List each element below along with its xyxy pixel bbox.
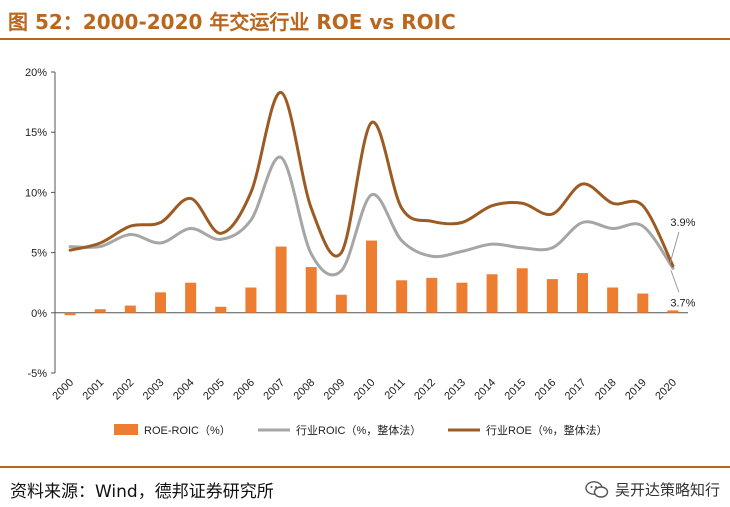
- y-tick-label: 15%: [25, 127, 47, 139]
- x-tick-label: 2013: [442, 377, 468, 403]
- line-industry-roic: [68, 155, 675, 277]
- x-tick-label: 2015: [503, 377, 529, 403]
- bar-roe-roic: [335, 294, 347, 313]
- line-industry-roe: [68, 90, 675, 268]
- x-tick-label: 2018: [593, 377, 619, 403]
- source-note: 资料来源：Wind，德邦证券研究所: [10, 482, 274, 502]
- bar-roe-roic: [305, 267, 317, 313]
- y-tick-label: -5%: [27, 368, 47, 380]
- bar-roe-roic: [516, 268, 528, 313]
- bar-roe-roic: [396, 280, 408, 313]
- legend-layer: ROE-ROIC（%） 行业ROIC（%，整体法） 行业ROE（%，整体法）: [114, 423, 608, 437]
- legend-label-roe-roic: ROE-ROIC（%）: [144, 424, 231, 437]
- bar-roe-roic: [215, 306, 227, 313]
- x-tick-label: 2017: [563, 377, 589, 403]
- title-divider: [0, 38, 730, 40]
- y-tick-label: 5%: [31, 248, 47, 260]
- bar-roe-roic: [577, 273, 588, 313]
- footer-divider: [0, 466, 730, 468]
- bar-roe-roic: [94, 309, 106, 313]
- bar-roe-roic: [667, 310, 679, 313]
- x-tick-label: 2011: [383, 377, 408, 402]
- y-tick-label: 20%: [25, 67, 47, 79]
- x-tick-label: 2005: [201, 377, 227, 403]
- annotation-label-roic: 3.7%: [670, 297, 695, 309]
- bar-roe-roic: [456, 282, 468, 313]
- x-tick-label: 2008: [292, 377, 318, 403]
- x-tick-label: 2003: [141, 377, 167, 403]
- page-title: 图 52：2000-2020 年交运行业 ROE vs ROIC: [8, 10, 456, 34]
- annotation-leader-roe: [669, 231, 680, 264]
- y-tick-label: 0%: [31, 308, 47, 320]
- legend-label-roic: 行业ROIC（%，整体法）: [296, 423, 421, 437]
- x-tick-label: 2014: [472, 377, 498, 403]
- x-tick-label: 2007: [261, 377, 287, 403]
- x-tick-label: 2002: [111, 377, 137, 403]
- line-layer: [68, 90, 675, 277]
- x-tick-label: 2001: [81, 377, 107, 403]
- bar-roe-roic: [124, 305, 136, 313]
- bar-roe-roic: [366, 240, 377, 313]
- bar-roe-roic: [546, 279, 558, 313]
- x-tick-label: 2006: [231, 377, 257, 403]
- bar-roe-roic: [155, 292, 166, 313]
- watermark: 吴开达策略知行: [585, 479, 720, 500]
- bar-roe-roic: [185, 282, 197, 313]
- annotation-leader-roic: [670, 270, 680, 293]
- x-tick-label: 2010: [352, 377, 378, 403]
- annotation-layer: 3.9% 3.7%: [669, 217, 696, 309]
- bar-roe-roic: [486, 274, 498, 313]
- bar-roe-roic: [637, 293, 649, 313]
- watermark-text: 吴开达策略知行: [614, 481, 720, 499]
- x-tick-label: 2016: [533, 377, 559, 403]
- wechat-icon: [585, 480, 609, 498]
- x-tick-label: 2019: [623, 377, 649, 403]
- annotation-label-roe: 3.9%: [670, 217, 695, 229]
- bar-roe-roic: [245, 287, 257, 313]
- x-tick-label: 2020: [653, 377, 679, 403]
- roe-roic-chart: 20% 15% 10% 5% 0% -5%2000 2001 2002 2003 2004 2005…: [25, 67, 696, 437]
- title-bar: 图 52：2000-2020 年交运行业 ROE vs ROIC: [0, 0, 730, 40]
- y-tick-label: 10%: [25, 187, 47, 199]
- chart-area: 20% 15% 10% 5% 0% -5% 2000 2001 2002 2003 2004 2005…: [0, 44, 730, 454]
- legend-swatch-roe-roic: [114, 424, 138, 435]
- x-tick-label: 2000: [50, 377, 76, 403]
- x-tick-label: 2004: [171, 377, 197, 403]
- x-tick-label: 2012: [412, 377, 438, 403]
- bar-roe-roic: [607, 287, 619, 313]
- bar-roe-roic: [275, 246, 287, 313]
- bar-roe-roic: [426, 277, 438, 313]
- x-tick-label: 2009: [322, 377, 348, 403]
- bar-roe-roic: [64, 312, 76, 316]
- bar-layer: [64, 240, 679, 316]
- legend-label-roe: 行业ROE（%，整体法）: [486, 423, 608, 437]
